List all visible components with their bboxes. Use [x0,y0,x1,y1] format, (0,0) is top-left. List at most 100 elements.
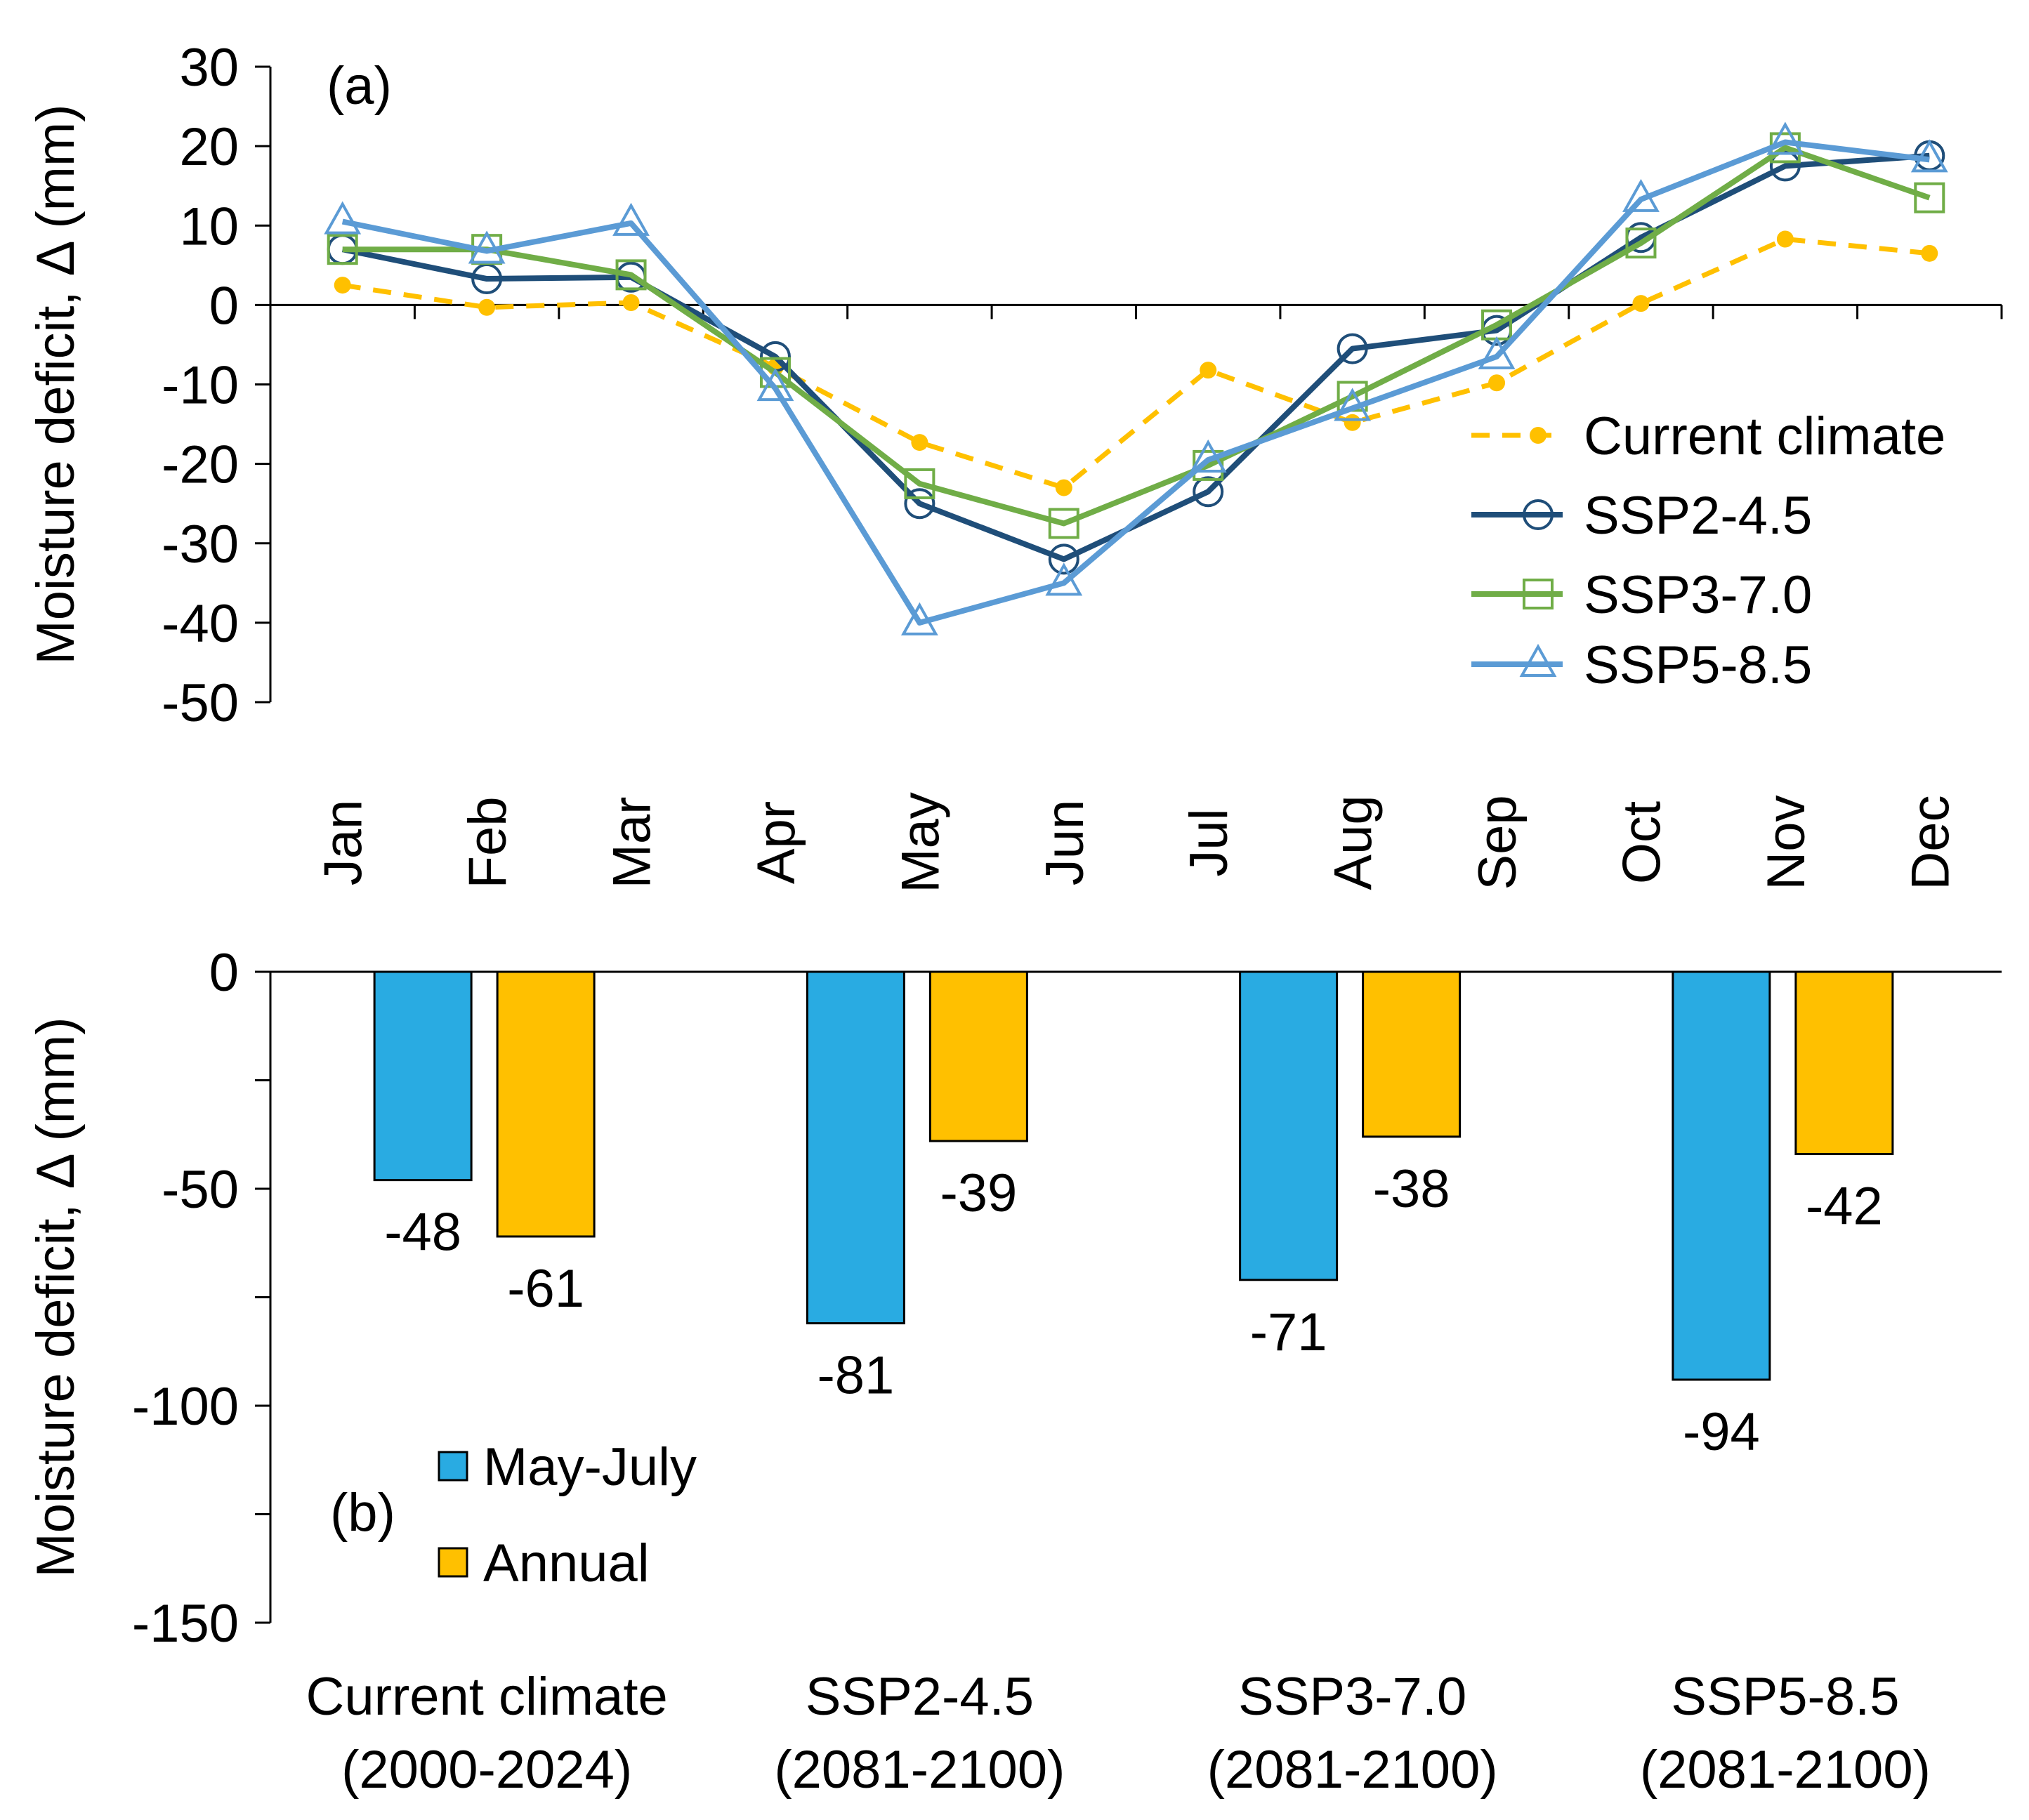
x-tick-label: (2081-2100) [1207,1740,1498,1800]
series-line [342,145,1931,527]
x-tick-label: Dec [1900,795,1960,890]
legend-label: SSP2-4.5 [1584,486,1812,546]
legend-label: Annual [483,1534,650,1593]
data-point [615,259,647,291]
data-point [756,368,794,402]
data-point [1337,333,1368,364]
x-tick-label: Feb [458,797,518,889]
data-point [1344,414,1361,431]
data-point [1914,182,1945,213]
data-point [1048,508,1079,539]
bar [496,970,596,1238]
series-line [341,139,1930,626]
data-point [1766,121,1804,155]
panel-label: (a) [327,56,392,116]
data-point [1776,230,1794,248]
series-ssp5-8-5 [324,121,1948,635]
y-tick-label: 20 [179,117,239,177]
data-point [478,298,496,316]
bar [1672,970,1771,1381]
y-tick-label: -10 [162,356,239,416]
y-tick-label: -50 [162,1160,239,1220]
legend-swatch [438,1547,468,1578]
data-point [1769,150,1801,182]
data-label: -81 [817,1346,894,1406]
data-point [1632,295,1650,312]
legend: May-July Annual [438,1437,697,1593]
x-tick-label: (2081-2100) [1640,1740,1931,1800]
line-chart-panel: 30 20 10 0 -10 -20 -30 -40 -50 Moisture deficit, … [26,38,2003,893]
data-label: -42 [1806,1177,1883,1237]
legend-marker [1530,427,1547,444]
data-point [1478,336,1516,369]
data-point [622,294,640,311]
data-point [1910,139,1948,173]
legend-label: SSP5-8.5 [1584,635,1812,695]
data-point [1625,228,1657,259]
bar [1794,970,1894,1156]
legend-label: Current climate [1584,407,1945,466]
data-point [1622,178,1660,212]
bar [1362,970,1462,1138]
data-point [911,434,928,451]
x-tick-label: Mar [603,797,662,889]
x-tick-label: Current climate [306,1667,667,1727]
data-point [468,230,506,264]
y-tick-label: 0 [209,943,239,1003]
data-point [1193,476,1224,508]
data-point [1189,439,1227,473]
data-point [1055,479,1072,496]
x-tick-label: Apr [747,801,806,884]
data-label: -48 [384,1203,461,1262]
data-point [1334,388,1372,421]
y-tick-label: 10 [179,197,239,256]
legend-marker [1523,579,1554,609]
data-point [327,234,358,265]
x-tick-label: Jul [1179,808,1239,876]
series-ssp3-7-0 [327,132,1945,539]
legend-marker [1519,643,1557,677]
data-point [1921,244,1938,262]
x-tick-label: Jan [314,800,374,886]
data-point [1200,362,1217,379]
data-point [904,488,935,520]
x-tick-label: Oct [1612,801,1672,884]
data-label: -38 [1373,1159,1450,1219]
y-axis-label: Moisture deficit, Δ (mm) [26,1017,86,1577]
data-label: -71 [1250,1303,1327,1362]
y-tick-label: -100 [132,1377,239,1437]
data-label: -94 [1683,1402,1760,1462]
x-tick-label: Jun [1035,800,1095,886]
legend: Current climate SSP2-4.5 SSP3-7.0 SSP5-8.5 [1471,407,1945,695]
x-tick-label: (2081-2100) [774,1740,1065,1800]
x-tick-label: SSP3-7.0 [1238,1667,1466,1727]
data-point [324,201,362,235]
y-axis-label: Moisture deficit, Δ (mm) [26,104,86,664]
data-label: -61 [507,1259,584,1319]
bar [1239,970,1339,1281]
legend-label: May-July [483,1437,697,1497]
y-tick-label: 30 [179,38,239,98]
x-tick-label: Aug [1324,795,1384,890]
data-point [1045,562,1083,596]
y-tick-label: -50 [162,673,239,733]
x-tick-label: Nov [1757,795,1816,890]
x-tick-label: Sep [1468,795,1528,890]
y-tick-label: -30 [162,515,239,574]
legend-label: SSP3-7.0 [1584,565,1812,625]
bar [806,970,905,1325]
data-point [900,602,938,635]
y-tick-label: -20 [162,435,239,495]
y-tick-label: 0 [209,276,239,336]
legend-marker [1523,499,1554,530]
data-label: -39 [940,1163,1017,1223]
data-point [334,277,351,294]
x-tick-label: SSP5-8.5 [1671,1667,1899,1727]
x-tick-label: SSP2-4.5 [806,1667,1034,1727]
data-point [904,468,935,499]
legend-swatch [438,1451,468,1482]
bar [373,970,473,1182]
data-point [612,202,650,236]
